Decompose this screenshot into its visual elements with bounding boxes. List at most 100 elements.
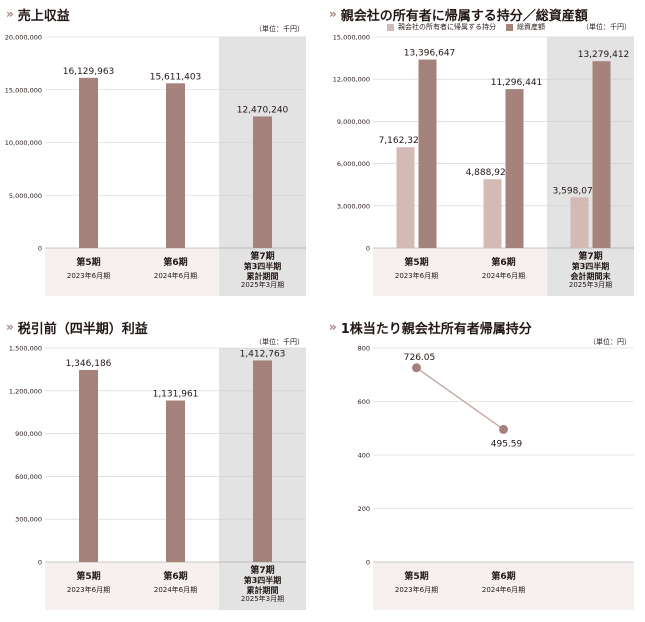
y-tick-label: 1,200,000 (9, 387, 42, 395)
category-label: 第6期 2024年6月期 (460, 572, 547, 594)
bar (253, 360, 272, 562)
equity-legend: 親会社の所有者に帰属する持分 総資産額 (387, 22, 545, 32)
bar (253, 116, 272, 248)
category-label: 第6期 2024年6月期 (132, 572, 219, 594)
y-tick-label: 6,000,000 (337, 160, 370, 168)
category-label: 第7期 第3四半期 会計期間末 2025年3月期 (547, 252, 634, 289)
category-period: 第7期 (250, 252, 275, 262)
category-period: 第5期 (404, 258, 429, 268)
y-tick-label: 300,000 (15, 516, 42, 524)
data-point (499, 424, 508, 434)
revenue-chart-title: » 売上収益 (6, 4, 70, 24)
category-strip-bg (373, 562, 634, 610)
category-period: 第6期 (491, 258, 516, 268)
category-subtitle: 2024年6月期 (481, 272, 526, 281)
category-subtitle: 2025年3月期 (240, 280, 285, 289)
revenue-chart-panel: » 売上収益 （単位：千円） 20,000,000 15,000,000 10,00… (0, 0, 310, 300)
category-subtitle: 累計期間 (246, 585, 279, 595)
bar (166, 400, 185, 562)
data-point (412, 363, 421, 373)
series-line (416, 367, 504, 431)
category-period: 第7期 (250, 566, 275, 576)
equity-unit-label: （単位：千円） (582, 23, 631, 31)
pretax-title-text: 税引前（四半期）利益 (17, 321, 148, 337)
legend-label-total-assets: 総資産額 (517, 23, 545, 31)
category-subtitle: 第3四半期 (571, 262, 610, 272)
eps-chart-title: » 1株当たり親会社所有者帰属持分 (329, 317, 532, 337)
category-label: 第5期 2023年6月期 (373, 572, 460, 594)
data-label: 7,162,324 (379, 136, 425, 146)
eps-title-text: 1株当たり親会社所有者帰属持分 (340, 321, 532, 337)
category-subtitle: 第3四半期 (243, 262, 282, 272)
revenue-unit-label: （単位：千円） (255, 25, 304, 33)
equity-chart-svg: 15,000,000 12,000,000 9,000,000 6,000,000 3,… (333, 34, 634, 296)
category-subtitle: 2024年6月期 (153, 586, 198, 595)
category-subtitle: 2025年3月期 (568, 280, 613, 289)
legend-swatch-total-assets (506, 23, 513, 31)
category-label: 第6期 2024年6月期 (460, 258, 547, 280)
category-subtitle: 2023年6月期 (394, 272, 439, 281)
y-tick-label: 0 (366, 559, 370, 567)
bar (166, 83, 185, 248)
equity-chart-panel: » 親会社の所有者に帰属する持分／総資産額 親会社の所有者に帰属する持分 総資産… (323, 0, 645, 300)
data-label: 1,131,961 (153, 390, 199, 400)
category-subtitle: 第3四半期 (243, 576, 282, 586)
bar (592, 61, 611, 248)
y-tick-label: 0 (366, 245, 370, 253)
y-tick-label: 0 (38, 245, 42, 253)
legend-label-equity: 親会社の所有者に帰属する持分 (398, 23, 496, 31)
revenue-chart-svg: 20,000,000 15,000,000 10,000,000 5,000,000 0… (5, 34, 306, 296)
pretax-unit-label: （単位：千円） (255, 338, 304, 346)
y-tick-label: 600 (358, 398, 370, 406)
category-label: 第6期 2024年6月期 (132, 258, 219, 280)
category-subtitle: 2023年6月期 (66, 586, 111, 595)
category-label: 第7期 第3四半期 累計期間 2025年3月期 (219, 566, 306, 603)
data-label: 11,296,441 (491, 78, 543, 88)
y-tick-label: 900,000 (15, 430, 42, 438)
pretax-chart-title: » 税引前（四半期）利益 (6, 317, 148, 337)
y-tick-label: 9,000,000 (337, 118, 370, 126)
equity-title-text: 親会社の所有者に帰属する持分／総資産額 (340, 8, 588, 24)
category-label: 第7期 第3四半期 累計期間 2025年3月期 (219, 252, 306, 289)
legend-swatch-equity (387, 23, 394, 31)
data-label: 1,412,763 (240, 349, 286, 359)
y-tick-label: 15,000,000 (5, 86, 42, 94)
data-label: 495.59 (491, 439, 523, 449)
y-tick-label: 200 (358, 505, 370, 513)
category-label: 第5期 2023年6月期 (45, 258, 132, 280)
data-label: 726.05 (404, 353, 436, 363)
bar (79, 369, 98, 562)
eps-unit-label: （単位：円） (589, 338, 631, 346)
data-label: 13,279,412 (578, 50, 630, 60)
category-subtitle: 2024年6月期 (481, 586, 526, 595)
data-label: 15,611,403 (150, 72, 202, 82)
y-tick-label: 3,000,000 (337, 202, 370, 210)
highlight-column-bg (547, 37, 634, 296)
category-period: 第5期 (76, 258, 101, 268)
eps-chart-svg: 800 600 400 200 0 726.05 495.59 (358, 345, 634, 610)
y-tick-label: 15,000,000 (333, 34, 370, 42)
bar (570, 197, 589, 248)
pretax-chart-panel: » 税引前（四半期）利益 （単位：千円） 1,500,000 1,200,000 9… (0, 313, 310, 622)
bar (79, 77, 98, 248)
y-tick-label: 600,000 (15, 473, 42, 481)
eps-chart-panel: » 1株当たり親会社所有者帰属持分 （単位：円） 800 600 400 200 0 72… (323, 313, 645, 622)
bar (505, 89, 524, 248)
data-label: 16,129,963 (63, 67, 115, 77)
bar (396, 147, 415, 248)
y-tick-label: 800 (358, 345, 370, 353)
category-subtitle: 会計期間末 (570, 271, 611, 281)
category-subtitle: 2024年6月期 (153, 272, 198, 281)
y-tick-label: 1,500,000 (9, 345, 42, 353)
category-subtitle: 2023年6月期 (394, 586, 439, 595)
category-label: 第5期 2023年6月期 (45, 572, 132, 594)
category-period: 第7期 (578, 252, 603, 262)
bar (418, 59, 437, 248)
data-label: 4,888,927 (466, 168, 512, 178)
data-label: 1,346,186 (66, 359, 112, 369)
y-tick-label: 20,000,000 (5, 34, 42, 42)
category-period: 第6期 (163, 258, 188, 268)
data-label: 12,470,240 (237, 105, 289, 115)
category-subtitle: 2023年6月期 (66, 272, 111, 281)
y-tick-label: 12,000,000 (333, 76, 370, 84)
